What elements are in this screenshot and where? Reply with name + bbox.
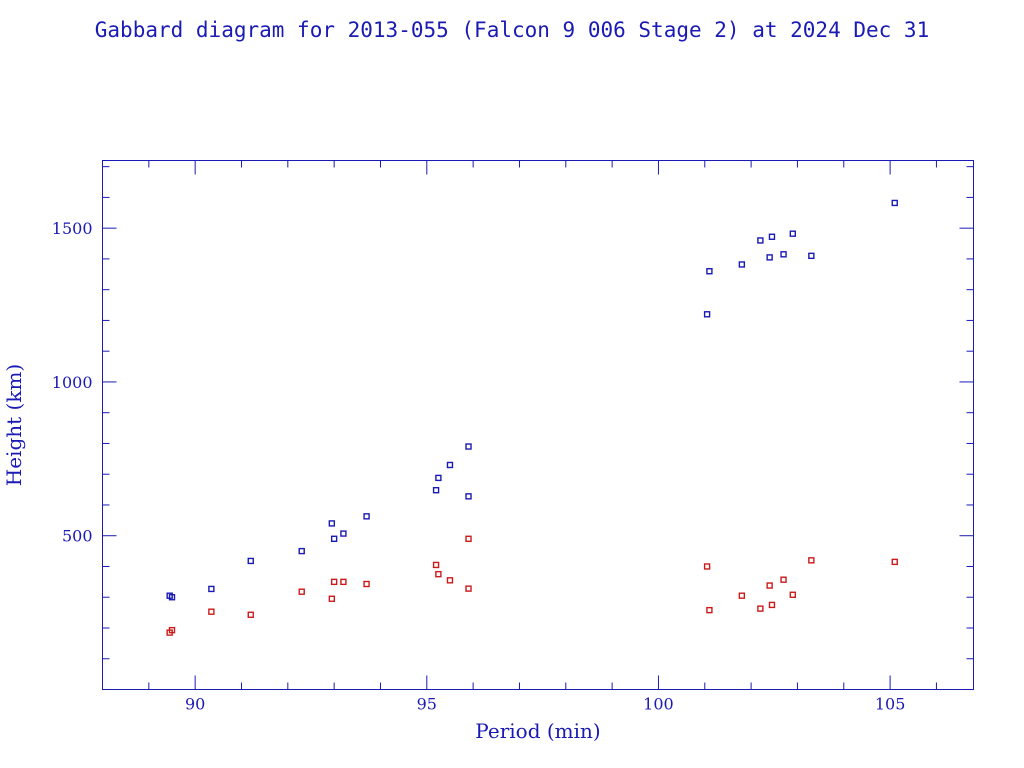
x-tick-label: 100	[643, 695, 674, 714]
x-axis-label: Period (min)	[475, 719, 600, 743]
scatter-point	[706, 268, 713, 275]
scatter-point	[435, 570, 442, 578]
scatter-point	[208, 585, 215, 593]
y-tick-label: 500	[62, 527, 93, 546]
scatter-point	[435, 474, 442, 482]
scatter-point	[432, 487, 440, 494]
scatter-point	[340, 530, 347, 537]
scatter-point	[340, 578, 347, 586]
scatter-point	[780, 251, 787, 258]
scatter-point	[168, 626, 176, 634]
scatter-point	[738, 592, 746, 599]
x-tick-label: 90	[185, 695, 205, 714]
scatter-point	[789, 591, 797, 598]
scatter-point	[363, 580, 370, 588]
data-points	[166, 199, 898, 636]
y-axis-label: Height (km)	[2, 364, 26, 486]
scatter-point	[465, 535, 472, 542]
chart-title: Gabbard diagram for 2013-055 (Falcon 9 0…	[95, 18, 929, 42]
scatter-point	[780, 576, 787, 583]
scatter-point	[465, 443, 472, 450]
scatter-point	[703, 563, 711, 570]
scatter-point	[766, 254, 773, 261]
scatter-point	[766, 582, 773, 589]
scatter-point	[208, 608, 215, 615]
scatter-point	[891, 558, 898, 566]
scatter-point	[465, 493, 472, 500]
scatter-point	[446, 461, 454, 469]
scatter-point	[168, 594, 176, 601]
axis-tick-labels: 90 95 100 105 500 1000 1500	[52, 219, 906, 713]
scatter-point	[703, 311, 711, 318]
scatter-point	[298, 547, 305, 555]
scatter-point	[789, 230, 797, 237]
scatter-point	[330, 535, 338, 542]
scatter-point	[808, 557, 815, 564]
scatter-point	[446, 577, 454, 584]
scatter-point	[330, 578, 338, 586]
scatter-point	[247, 557, 254, 565]
scatter-point	[738, 261, 746, 268]
scatter-point	[808, 252, 815, 260]
x-tick-label: 105	[875, 695, 906, 714]
scatter-point	[706, 606, 713, 614]
axis-ticks	[102, 160, 974, 690]
scatter-point	[757, 237, 764, 244]
plot-frame	[102, 160, 974, 690]
scatter-point	[432, 561, 440, 569]
scatter-point	[328, 520, 336, 527]
scatter-point	[363, 513, 370, 520]
scatter-point	[768, 233, 776, 240]
scatter-point	[768, 601, 776, 609]
x-tick-label: 95	[417, 695, 437, 714]
scatter-point	[328, 595, 336, 602]
y-tick-label: 1500	[52, 219, 93, 238]
y-tick-label: 1000	[52, 373, 93, 392]
scatter-point	[757, 605, 764, 612]
scatter-point	[465, 585, 472, 592]
scatter-point	[891, 199, 898, 207]
scatter-point	[247, 611, 254, 618]
scatter-point	[298, 588, 305, 595]
